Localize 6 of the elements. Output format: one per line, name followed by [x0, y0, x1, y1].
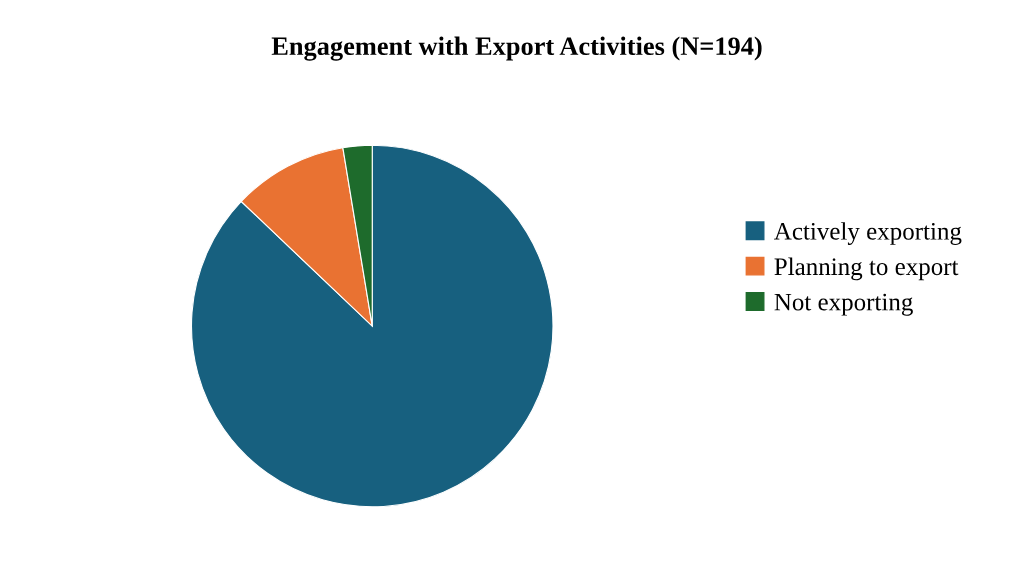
pie-slice [190, 144, 554, 508]
pie-slice [240, 147, 373, 327]
legend-label: Actively exporting [774, 222, 962, 245]
legend-label: Planning to export [774, 257, 959, 281]
legend-label: Not exporting [774, 293, 913, 316]
chart-title: Engagement with Export Activities (N=194) [271, 36, 762, 61]
